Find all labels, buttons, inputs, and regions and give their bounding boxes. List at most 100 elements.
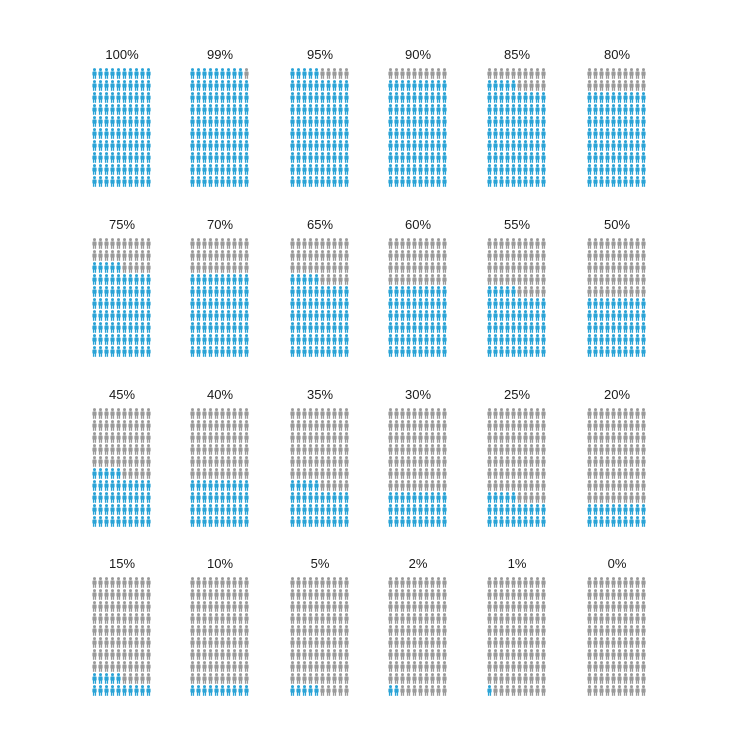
person-icon xyxy=(505,68,510,79)
person-icon xyxy=(442,68,447,79)
person-icon xyxy=(122,68,127,79)
person-icon xyxy=(517,128,522,139)
person-icon xyxy=(232,577,237,588)
person-icon xyxy=(302,334,307,345)
person-icon xyxy=(226,625,231,636)
person-icon xyxy=(617,637,622,648)
person-icon xyxy=(220,673,225,684)
person-icon xyxy=(338,661,343,672)
person-icon xyxy=(430,649,435,660)
person-icon xyxy=(499,298,504,309)
person-icon xyxy=(605,152,610,163)
person-icon xyxy=(314,661,319,672)
person-icon xyxy=(493,408,498,419)
person-icon xyxy=(98,176,103,187)
person-icon xyxy=(623,286,628,297)
person-icon xyxy=(202,673,207,684)
person-icon xyxy=(290,516,295,527)
person-icon xyxy=(517,577,522,588)
person-icon xyxy=(290,456,295,467)
person-icon xyxy=(244,649,249,660)
person-icon xyxy=(599,128,604,139)
person-icon xyxy=(104,480,109,491)
person-icon xyxy=(388,432,393,443)
person-icon xyxy=(617,685,622,696)
person-icon xyxy=(344,274,349,285)
person-icon xyxy=(134,444,139,455)
person-icon xyxy=(134,589,139,600)
person-icon xyxy=(110,480,115,491)
person-icon xyxy=(226,116,231,127)
person-icon xyxy=(436,504,441,515)
person-icon xyxy=(110,601,115,612)
person-icon xyxy=(140,516,145,527)
person-icon xyxy=(92,334,97,345)
person-icon xyxy=(344,140,349,151)
person-icon xyxy=(232,444,237,455)
person-icon xyxy=(641,661,646,672)
person-icon xyxy=(202,589,207,600)
person-icon xyxy=(116,298,121,309)
person-icon xyxy=(128,298,133,309)
person-icon xyxy=(599,420,604,431)
person-icon xyxy=(208,116,213,127)
person-icon xyxy=(599,456,604,467)
person-icon xyxy=(290,492,295,503)
person-icon xyxy=(134,176,139,187)
person-icon xyxy=(493,128,498,139)
person-icon xyxy=(430,104,435,115)
person-icon xyxy=(190,116,195,127)
person-icon xyxy=(214,128,219,139)
person-icon xyxy=(338,480,343,491)
person-icon xyxy=(629,613,634,624)
person-icon xyxy=(529,310,534,321)
person-icon xyxy=(190,346,195,357)
person-icon xyxy=(226,637,231,648)
icon-array xyxy=(388,408,447,527)
person-icon xyxy=(517,262,522,273)
person-icon xyxy=(128,286,133,297)
person-icon xyxy=(326,613,331,624)
person-icon xyxy=(635,128,640,139)
person-icon xyxy=(406,250,411,261)
person-icon xyxy=(290,164,295,175)
person-icon xyxy=(338,504,343,515)
person-icon xyxy=(338,408,343,419)
percentage-label: 30% xyxy=(404,387,432,402)
person-icon xyxy=(344,480,349,491)
person-icon xyxy=(332,444,337,455)
percentage-label: 2% xyxy=(408,556,428,571)
person-icon xyxy=(406,298,411,309)
person-icon xyxy=(232,334,237,345)
person-icon xyxy=(424,334,429,345)
person-icon xyxy=(208,673,213,684)
person-icon xyxy=(296,613,301,624)
person-icon xyxy=(394,310,399,321)
person-icon xyxy=(605,637,610,648)
person-icon xyxy=(487,262,492,273)
person-icon xyxy=(302,468,307,479)
person-icon xyxy=(388,152,393,163)
person-icon xyxy=(128,432,133,443)
person-icon xyxy=(511,637,516,648)
person-icon xyxy=(98,577,103,588)
person-icon xyxy=(605,322,610,333)
person-icon xyxy=(338,432,343,443)
person-icon xyxy=(226,468,231,479)
person-icon xyxy=(412,601,417,612)
person-icon xyxy=(320,468,325,479)
person-icon xyxy=(98,661,103,672)
person-icon xyxy=(332,432,337,443)
person-icon xyxy=(535,516,540,527)
person-icon xyxy=(338,152,343,163)
person-icon xyxy=(296,250,301,261)
person-icon xyxy=(535,92,540,103)
person-icon xyxy=(436,637,441,648)
person-icon xyxy=(110,492,115,503)
person-icon xyxy=(406,456,411,467)
person-icon xyxy=(110,322,115,333)
person-icon xyxy=(593,661,598,672)
person-icon xyxy=(238,444,243,455)
person-icon xyxy=(140,286,145,297)
person-icon xyxy=(202,176,207,187)
